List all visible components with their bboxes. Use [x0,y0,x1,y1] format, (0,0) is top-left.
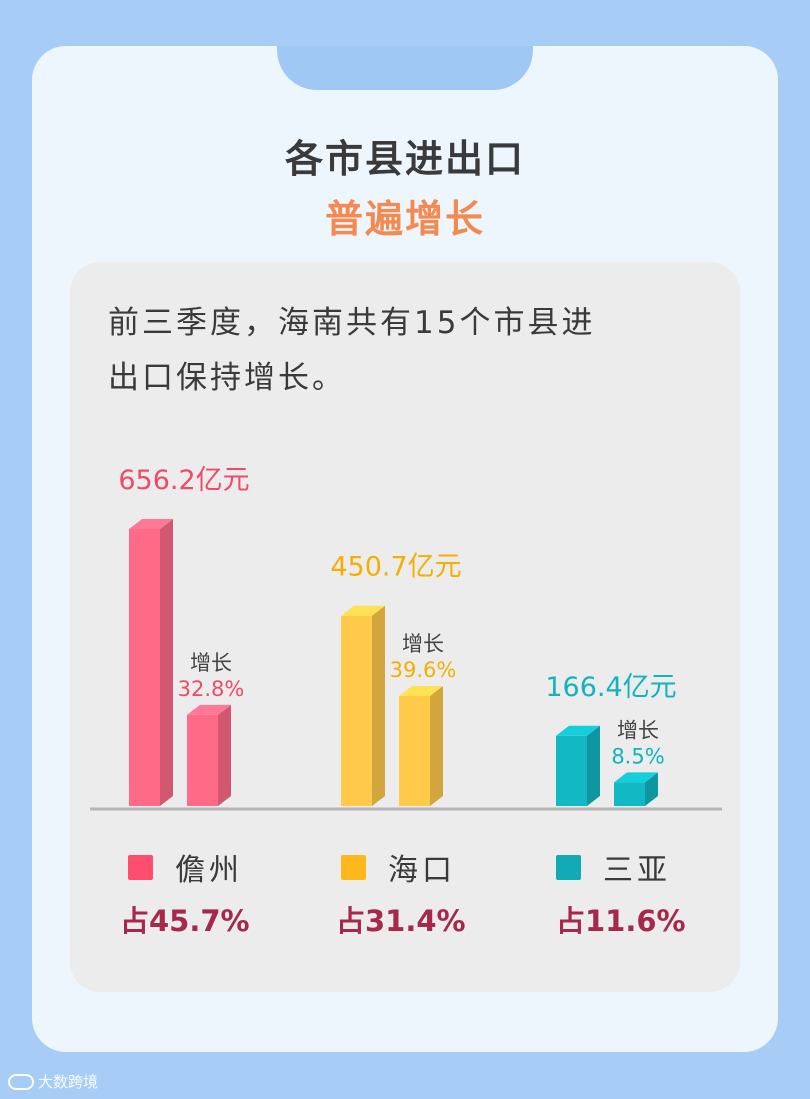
bar-growth-haikou [399,686,443,806]
value-label-growth-danzhou: 32.8% [178,677,245,701]
legend-label-sanya: 三亚 [603,853,671,888]
legend-label-haikou: 海口 [388,853,456,888]
growth-caption-haikou: 增长 [402,632,444,656]
subheadline: 普遍增长 [324,197,485,241]
bar-growth-danzhou [187,704,231,806]
value-label-growth-haikou: 39.6% [390,658,457,682]
share-haikou: 占31.4% [336,904,466,938]
legend-item-haikou: 海口 [341,848,456,888]
legend-swatch-haikou [341,854,366,880]
value-label-amount-sanya: 166.4亿元 [545,672,676,703]
value-label-amount-haikou: 450.7亿元 [330,552,461,583]
watermark-logo-icon [8,1073,34,1090]
bar-amount-sanya [556,725,600,806]
legend-swatch-sanya [556,854,581,880]
intro-line-2: 出口保持增长。 [108,360,346,396]
legend-swatch-danzhou [128,854,153,880]
bar-growth-sanya [614,772,658,806]
growth-caption-danzhou: 增长 [190,651,232,675]
share-sanya: 占11.6% [556,904,686,938]
chart-panel [70,262,740,992]
value-label-growth-sanya: 8.5% [611,744,664,768]
legend-item-danzhou: 儋州 [128,848,243,888]
watermark-text: 大数跨境 [38,1073,99,1091]
legend-label-danzhou: 儋州 [175,853,243,888]
share-danzhou: 占45.7% [120,904,250,938]
headline: 各市县进出口 [284,137,525,181]
bar-amount-danzhou [129,519,173,806]
growth-caption-sanya: 增长 [617,718,659,742]
bar-amount-haikou [341,605,385,806]
card-tab [277,46,533,90]
legend-item-sanya: 三亚 [556,848,671,888]
intro-text: 前三季度，海南共有15个市县进 出口保持增长。 [108,296,718,406]
intro-line-1: 前三季度，海南共有15个市县进 [108,305,596,341]
watermark: 大数跨境 [8,1071,98,1092]
value-label-amount-danzhou: 656.2亿元 [118,465,249,496]
